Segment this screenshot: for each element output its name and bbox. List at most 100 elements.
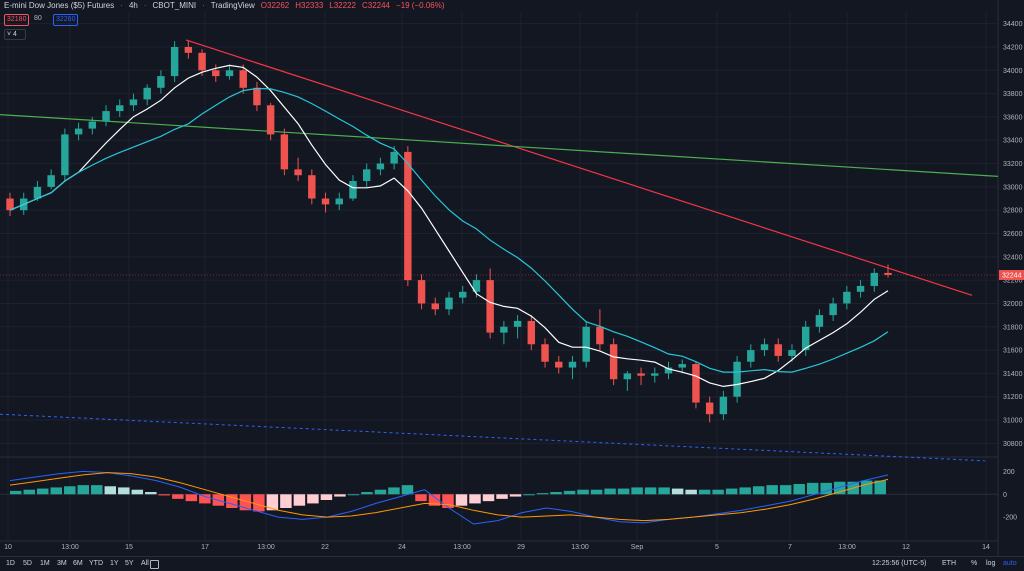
time-tick-label: 17 xyxy=(201,544,209,551)
candle-body xyxy=(555,361,563,368)
candle-body xyxy=(184,46,193,53)
candle-body xyxy=(568,361,577,368)
range-1m[interactable]: 1M xyxy=(40,560,50,567)
range-1d[interactable]: 1D xyxy=(6,560,15,567)
macd-histogram-bar xyxy=(226,494,238,508)
time-axis[interactable]: 10 13:00 15 17 13:00 22 24 13:00 29 13:00 Sep 5 7 13:… xyxy=(0,540,998,551)
signal-line xyxy=(9,472,889,522)
candle-body xyxy=(294,169,302,176)
range-3m[interactable]: 3M xyxy=(57,560,67,567)
candle-body xyxy=(815,315,824,327)
price-tick-label: 32200 xyxy=(1003,278,1023,285)
time-tick-label: 29 xyxy=(517,544,525,551)
time-tick-label: Sep xyxy=(631,544,644,551)
macd-histogram-bar xyxy=(239,494,252,511)
candle-body xyxy=(143,87,151,100)
macd-histogram-bar xyxy=(725,488,738,495)
macd-histogram-bar xyxy=(401,485,414,495)
candle-body xyxy=(472,280,481,292)
candle-body xyxy=(829,303,837,316)
log-toggle[interactable]: log xyxy=(986,560,996,567)
time-tick-label: 13:00 xyxy=(571,544,589,551)
time-tick-label: 14 xyxy=(982,544,990,551)
moving-averages xyxy=(9,64,889,388)
macd-histogram-bar xyxy=(266,494,279,511)
macd-histogram-bar xyxy=(455,494,468,506)
price-axis[interactable]: 34400 34200 34000 33800 33600 33400 33200 33000… xyxy=(999,21,1024,448)
range-5d[interactable]: 5D xyxy=(23,560,32,567)
time-tick-label: 13:00 xyxy=(838,544,856,551)
candle-body xyxy=(445,297,453,310)
macd-histogram-bar xyxy=(334,494,346,497)
macd-histogram-bar xyxy=(833,481,846,495)
candle-body xyxy=(486,280,494,333)
clock-label[interactable]: 12:25:56 (UTC-5) xyxy=(872,560,927,567)
indicator-count: 4 xyxy=(13,31,17,38)
macd-histogram-bar xyxy=(590,489,603,495)
bottom-toolbar: 1D 5D 1M 3M 6M YTD 1Y 5Y All 12:25:56 (U… xyxy=(0,556,1024,571)
macd-histogram-bar xyxy=(10,490,22,495)
range-1y[interactable]: 1Y xyxy=(110,560,119,567)
calendar-icon[interactable] xyxy=(150,560,159,569)
exchange-label: CBOT_MINI xyxy=(152,1,197,10)
range-ytd[interactable]: YTD xyxy=(89,560,103,567)
candle-body xyxy=(774,344,782,356)
macd-histogram-bar xyxy=(91,485,103,495)
candle-body xyxy=(6,198,14,211)
auto-toggle[interactable]: auto xyxy=(1003,560,1017,567)
candle-body xyxy=(404,151,412,281)
range-6m[interactable]: 6M xyxy=(73,560,83,567)
candle-body xyxy=(637,373,645,376)
candle-body xyxy=(335,198,343,205)
time-tick-label: 10 xyxy=(4,544,12,551)
macd-histogram-bar xyxy=(685,489,697,495)
macd-histogram-bar xyxy=(104,486,117,495)
macd-histogram-bar xyxy=(577,489,589,495)
price-tick-label: 34000 xyxy=(1003,68,1023,75)
drawing-tools[interactable] xyxy=(0,39,999,462)
macd-histogram-bar xyxy=(199,494,211,504)
price-tick-label: 32600 xyxy=(1003,231,1023,238)
candle-body xyxy=(856,285,865,292)
candle-body xyxy=(47,175,55,187)
macd-axis[interactable]: 200 0 -200 xyxy=(1003,469,1017,522)
candle-body xyxy=(308,175,316,199)
time-tick-label: 22 xyxy=(321,544,329,551)
chart-canvas[interactable]: 34400 34200 34000 33800 33600 33400 33200 33000… xyxy=(0,0,1024,556)
session-toggle[interactable]: ETH xyxy=(942,560,956,567)
macd-histogram-bar xyxy=(347,494,360,496)
macd-histogram-bar xyxy=(469,494,481,504)
macd-histogram-bar xyxy=(118,487,130,495)
price-tick-label: 33800 xyxy=(1003,91,1023,98)
ask-button[interactable]: 32260 xyxy=(53,14,79,26)
candle-body xyxy=(170,46,179,77)
candle-body xyxy=(623,373,632,380)
macd-histogram-bar xyxy=(37,488,49,495)
macd-tick-label: -200 xyxy=(1003,515,1017,522)
range-all[interactable]: All xyxy=(141,560,149,567)
candle-body xyxy=(513,320,522,327)
candle-body xyxy=(212,70,220,77)
interval-label[interactable]: 4h xyxy=(128,1,138,10)
candle-body xyxy=(870,272,878,286)
candle-body xyxy=(678,364,686,368)
ohlc-high: H32333 xyxy=(295,1,324,10)
blue-dashed-trendline xyxy=(0,413,986,462)
candle-body xyxy=(747,350,755,362)
macd-histogram-bar xyxy=(145,492,157,495)
price-tick-label: 33400 xyxy=(1003,138,1023,145)
macd-histogram-bar xyxy=(361,492,373,495)
percent-toggle[interactable]: % xyxy=(971,560,978,567)
macd-histogram-bar xyxy=(806,482,819,495)
indicators-toggle[interactable]: ˅ 4 xyxy=(4,29,26,40)
price-tick-label: 32400 xyxy=(1003,254,1023,261)
symbol-name[interactable]: E-mini Dow Jones ($5) Futures xyxy=(4,1,115,10)
time-tick-label: 5 xyxy=(715,544,719,551)
bid-button[interactable]: 32180 xyxy=(4,14,30,26)
range-5y[interactable]: 5Y xyxy=(125,560,134,567)
candlestick-series xyxy=(6,41,892,423)
time-tick-label: 13:00 xyxy=(453,544,471,551)
macd-histogram-bar xyxy=(617,488,630,495)
macd-histogram-bar xyxy=(644,487,657,495)
macd-pane xyxy=(9,470,889,525)
